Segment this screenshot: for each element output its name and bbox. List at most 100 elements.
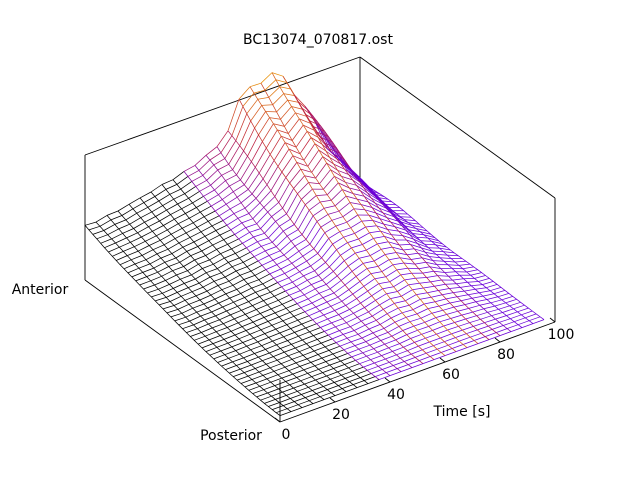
mesh-row-segment: [361, 220, 373, 222]
mesh-row-segment: [302, 335, 314, 341]
mesh-row-segment: [244, 382, 257, 388]
mesh-row-segment: [355, 355, 367, 361]
mesh-row-segment: [282, 315, 295, 322]
mesh-row-segment: [305, 221, 318, 240]
mesh-row-segment: [294, 327, 306, 333]
mesh-row-segment: [329, 255, 341, 268]
mesh-row-segment: [447, 254, 459, 257]
mesh-row-segment: [269, 268, 281, 275]
mesh-row-segment: [243, 167, 256, 185]
mesh-row-segment: [381, 246, 393, 250]
mesh-row-segment: [263, 385, 275, 391]
mesh-row-segment: [215, 203, 227, 212]
mesh-row-segment: [246, 260, 259, 268]
mesh-row-segment: [227, 238, 239, 245]
mesh-row-segment: [92, 230, 104, 235]
mesh-row-segment: [353, 307, 365, 314]
y-label-near: Posterior: [200, 428, 262, 444]
mesh-row-segment: [422, 359, 435, 364]
mesh-column-line: [293, 94, 490, 340]
mesh-row-segment: [337, 367, 349, 373]
mesh-row-segment: [284, 267, 296, 274]
mesh-row-segment: [138, 263, 151, 269]
mesh-row-segment: [261, 104, 273, 106]
mesh-row-segment: [269, 117, 281, 120]
mesh-row-segment: [412, 303, 425, 310]
mesh-row-segment: [424, 317, 436, 323]
mesh-row-segment: [273, 123, 285, 127]
mesh-row-segment: [440, 348, 453, 353]
mesh-row-segment: [418, 266, 430, 270]
mesh-row-segment: [244, 368, 256, 373]
mesh-row-segment: [257, 237, 269, 243]
mesh-row-segment: [275, 324, 287, 330]
mesh-column-line: [84, 225, 281, 416]
mesh-row-segment: [207, 215, 220, 222]
mesh-row-segment: [217, 262, 229, 269]
mesh-row-segment: [290, 323, 302, 329]
mesh-row-segment: [351, 263, 364, 272]
mesh-row-segment: [236, 156, 248, 176]
mesh-row-segment: [433, 270, 445, 273]
mesh-row-segment: [203, 189, 215, 197]
mesh-row-segment: [326, 162, 338, 171]
mesh-row-segment: [421, 247, 433, 252]
mesh-row-segment: [275, 408, 288, 414]
mesh-row-segment: [348, 174, 360, 183]
mesh-row-segment: [472, 308, 484, 313]
mesh-row-segment: [378, 281, 390, 285]
mesh-row-segment: [299, 346, 311, 353]
mesh-row-segment: [88, 225, 101, 231]
mesh-row-segment: [484, 332, 497, 337]
mesh-row-segment: [280, 358, 293, 365]
mesh-column-line: [172, 179, 369, 384]
mesh-row-segment: [466, 269, 478, 273]
mesh-row-segment: [397, 284, 409, 292]
mesh-row-segment: [252, 300, 264, 306]
mesh-row-segment: [194, 255, 206, 261]
mesh-row-segment: [155, 209, 167, 217]
mesh-row-segment: [433, 355, 446, 360]
mesh-row-segment: [213, 276, 226, 282]
mesh-row-segment: [227, 98, 240, 131]
mesh-row-segment: [369, 230, 381, 234]
mesh-row-segment: [151, 292, 163, 298]
mesh-row-segment: [455, 333, 467, 338]
mesh-row-segment: [411, 363, 424, 368]
mesh-row-segment: [267, 388, 279, 394]
mesh-row-segment: [158, 193, 170, 202]
mesh-row-segment: [272, 254, 285, 261]
mesh-row-segment: [236, 375, 249, 381]
mesh-row-segment: [156, 248, 169, 255]
mesh-row-segment: [227, 338, 240, 344]
mesh-row-segment: [307, 292, 320, 300]
mesh-row-segment: [329, 280, 342, 290]
mesh-row-segment: [188, 299, 201, 305]
mesh-row-segment: [438, 302, 451, 307]
mesh-row-segment: [228, 274, 241, 282]
mesh-row-segment: [189, 231, 202, 238]
mesh-row-segment: [258, 154, 271, 174]
mesh-row-segment: [483, 305, 495, 310]
mesh-row-segment: [265, 129, 278, 149]
mesh-row-segment: [301, 403, 314, 408]
mesh-row-segment: [240, 287, 252, 294]
mesh-row-segment: [288, 148, 301, 155]
mesh-row-segment: [421, 257, 434, 261]
mesh-column-line: [282, 76, 479, 344]
mesh-row-segment: [380, 335, 392, 341]
mesh-row-segment: [454, 318, 466, 323]
mesh-row-segment: [422, 270, 434, 274]
mesh-row-segment: [361, 315, 373, 322]
mesh-row-segment: [297, 101, 310, 112]
mesh-row-segment: [278, 294, 290, 301]
mesh-row-segment: [452, 278, 464, 281]
mesh-row-segment: [344, 168, 356, 177]
mesh-row-segment: [384, 236, 396, 241]
mesh-row-segment: [494, 302, 506, 307]
mesh-row-segment: [299, 137, 312, 155]
mesh-row-segment: [224, 270, 237, 278]
mesh-row-segment: [223, 234, 235, 241]
mesh-row-segment: [134, 259, 147, 265]
mesh-row-segment: [310, 257, 322, 267]
